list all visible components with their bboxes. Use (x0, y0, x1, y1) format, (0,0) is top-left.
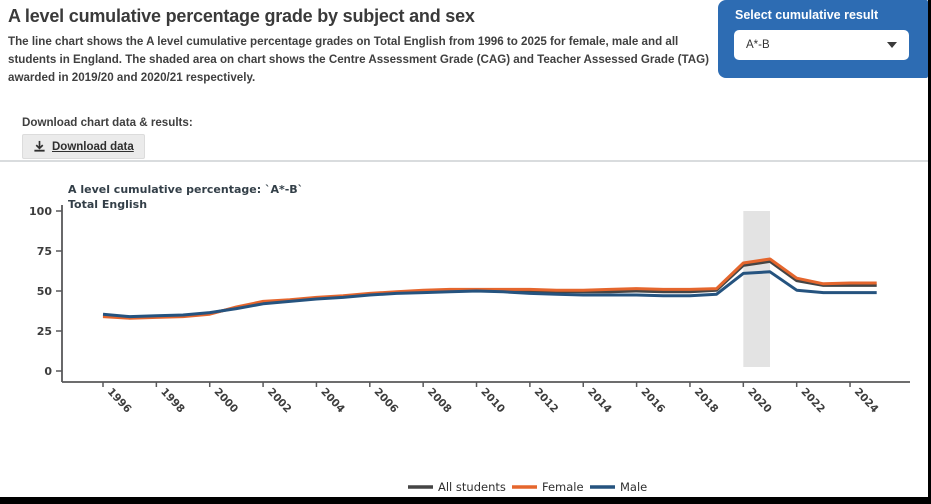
legend-label-female: Female (542, 480, 584, 494)
line-chart: 0 25 50 75 100 1996 1998 2000 2002 2004 2006 2008 20… (29, 205, 910, 494)
y-tick-label: 75 (37, 245, 52, 258)
chart-title: A level cumulative percentage: `A*-B` To… (68, 183, 303, 213)
chart-title-line1: A level cumulative percentage: `A*-B` (68, 183, 304, 196)
x-tick-label: 2008 (425, 386, 454, 416)
y-tick-label: 100 (29, 205, 52, 218)
x-tick-label: 1996 (105, 386, 134, 416)
cumulative-result-dropdown[interactable]: A*-B (734, 30, 909, 60)
x-tick-label: 2012 (532, 386, 561, 416)
y-tick-label: 25 (37, 325, 52, 338)
x-tick-label: 2002 (265, 386, 294, 416)
x-tick-label: 2022 (798, 386, 827, 416)
cag-tag-band (743, 211, 770, 367)
y-tick-label: 50 (37, 285, 53, 298)
download-button-label: Download data (52, 140, 134, 153)
x-tick-label: 1998 (158, 386, 187, 416)
window-right-border (928, 0, 931, 504)
x-tick-label: 2006 (372, 386, 401, 416)
x-tick-label: 2010 (478, 386, 507, 416)
page-title: A level cumulative percentage grade by s… (8, 6, 475, 26)
window-bottom-border (0, 497, 931, 504)
chevron-down-icon (887, 42, 897, 48)
y-tick-label: 0 (44, 365, 52, 378)
x-tick-label: 2004 (318, 386, 347, 416)
legend-label-all-students: All students (438, 480, 506, 494)
page-description: The line chart shows the A level cumulat… (8, 35, 709, 84)
select-cumulative-result-label: Select cumulative result (735, 8, 879, 22)
download-section-label: Download chart data & results: (22, 116, 193, 129)
select-cumulative-result-panel: Select cumulative result A*-B (718, 0, 928, 78)
dropdown-selected-value: A*-B (746, 39, 770, 51)
x-tick-label: 2024 (852, 386, 881, 416)
x-tick-label: 2020 (745, 386, 774, 416)
x-tick-label: 2016 (638, 386, 667, 416)
download-icon (34, 140, 45, 152)
x-tick-label: 2018 (692, 386, 721, 416)
legend-label-male: Male (620, 480, 647, 494)
x-tick-label: 2000 (212, 386, 241, 416)
download-data-button[interactable]: Download data (22, 134, 145, 159)
divider (0, 160, 931, 162)
series-line-male (102, 270, 877, 319)
x-tick-label: 2014 (585, 386, 614, 416)
chart-title-line2: Total English (68, 197, 148, 211)
